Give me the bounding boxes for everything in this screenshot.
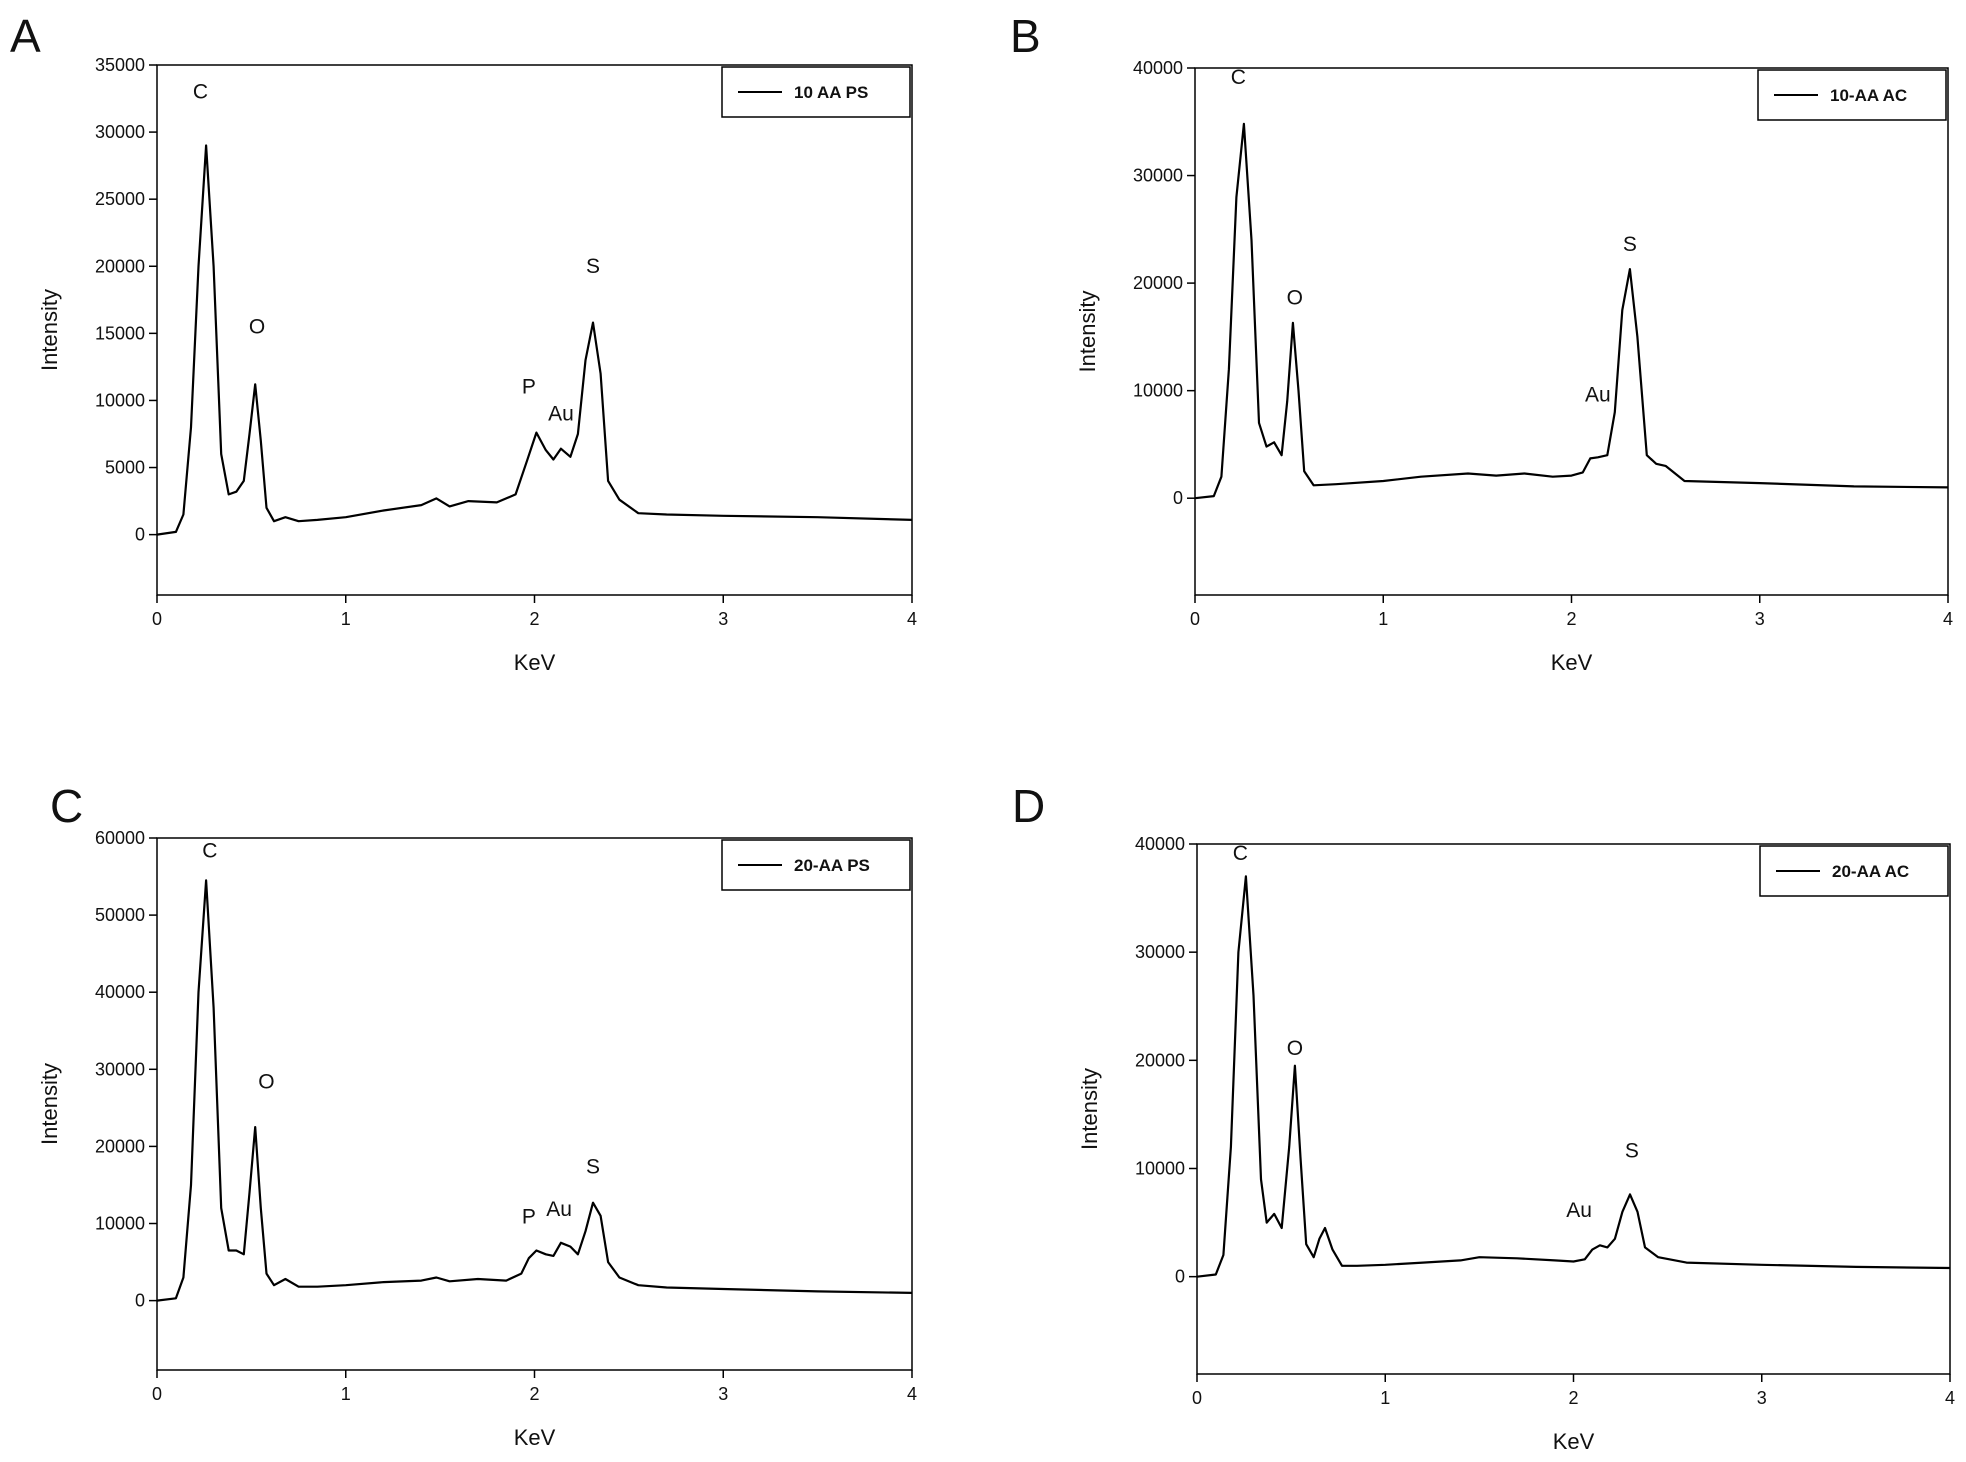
y-axis-label: Intensity [1075,291,1100,373]
peak-label: O [258,1071,274,1094]
series-line [1196,875,1951,1278]
peak-label: S [586,1155,600,1178]
y-tick-label: 40000 [1133,58,1183,78]
panel-letter: D [1012,780,1045,832]
peak-label: P [522,1206,536,1229]
peak-label: C [193,81,208,104]
y-tick-label: 5000 [105,458,145,478]
chart-panel-a: A 0 5000 10000 15000 20000 25000 30000 35000 0 1 2 3… [10,10,917,675]
legend-label: 20-AA PS [794,856,870,875]
y-axis-label: Intensity [1077,1068,1102,1150]
x-axis-label: KeV [1551,650,1593,675]
y-tick-label: 15000 [95,323,145,343]
peak-label: C [202,839,217,862]
x-tick-label: 1 [1380,1388,1390,1408]
series-line [1194,122,1949,500]
x-tick-label: 3 [1755,609,1765,629]
y-tick-label: 0 [135,525,145,545]
chart-panel-c: C 0 10000 20000 30000 40000 50000 60000 0 1 2 3 4 KeV… [37,780,917,1450]
y-tick-label: 0 [135,1291,145,1311]
peak-label: P [522,376,536,399]
y-tick-label: 10000 [95,390,145,410]
y-tick-label: 20000 [95,1136,145,1156]
y-axis-label: Intensity [37,1063,62,1145]
peak-label: C [1231,66,1246,89]
peak-label: C [1233,842,1248,865]
peak-label: S [586,255,600,278]
y-tick-label: 30000 [95,122,145,142]
x-tick-label: 2 [529,1384,539,1404]
x-tick-label: 4 [1945,1388,1955,1408]
peak-label: O [1287,287,1303,310]
y-tick-label: 30000 [1133,166,1183,186]
y-tick-label: 10000 [1135,1158,1185,1178]
x-tick-label: 2 [1568,1388,1578,1408]
panel-letter: B [1010,10,1041,62]
peak-label: Au [1585,383,1611,406]
legend-label: 20-AA AC [1832,862,1909,881]
y-tick-label: 50000 [95,905,145,925]
peak-label: S [1625,1140,1639,1163]
x-tick-label: 3 [1757,1388,1767,1408]
y-tick-label: 10000 [95,1214,145,1234]
y-tick-label: 40000 [95,982,145,1002]
y-tick-label: 30000 [95,1059,145,1079]
y-tick-label: 20000 [95,256,145,276]
x-tick-label: 4 [907,1384,917,1404]
chart-panel-b: B 0 10000 20000 30000 40000 0 1 2 3 4 KeV Intensity 1… [1010,10,1953,675]
x-tick-label: 0 [1190,609,1200,629]
y-tick-label: 60000 [95,828,145,848]
peak-label: Au [548,403,574,426]
peak-label: Au [1566,1199,1592,1222]
x-tick-label: 2 [529,609,539,629]
y-tick-label: 0 [1175,1267,1185,1287]
peak-label: Au [546,1198,572,1221]
x-tick-label: 1 [341,609,351,629]
x-tick-label: 3 [718,609,728,629]
x-axis-label: KeV [514,650,556,675]
x-tick-label: 1 [1378,609,1388,629]
y-axis-label: Intensity [37,289,62,371]
y-tick-label: 25000 [95,189,145,209]
y-tick-label: 10000 [1133,381,1183,401]
y-tick-label: 0 [1173,488,1183,508]
x-tick-label: 3 [718,1384,728,1404]
peak-label: S [1623,233,1637,256]
series-line [156,144,913,536]
legend-label: 10 AA PS [794,83,868,102]
y-tick-label: 35000 [95,55,145,75]
x-tick-label: 2 [1566,609,1576,629]
x-axis-label: KeV [1553,1429,1595,1454]
series-line [156,879,913,1302]
peak-label: O [1287,1037,1303,1060]
x-tick-label: 4 [907,609,917,629]
x-tick-label: 1 [341,1384,351,1404]
legend-label: 10-AA AC [1830,86,1907,105]
x-tick-label: 0 [152,609,162,629]
panel-letter: C [50,780,83,832]
y-tick-label: 20000 [1133,273,1183,293]
y-tick-label: 30000 [1135,942,1185,962]
x-tick-label: 0 [152,1384,162,1404]
y-tick-label: 20000 [1135,1050,1185,1070]
peak-label: O [249,315,265,338]
y-tick-label: 40000 [1135,834,1185,854]
x-tick-label: 4 [1943,609,1953,629]
x-tick-label: 0 [1192,1388,1202,1408]
panel-letter: A [10,10,41,62]
chart-panel-d: D 0 10000 20000 30000 40000 0 1 2 3 4 KeV Intensity 2… [1012,780,1955,1454]
x-axis-label: KeV [514,1425,556,1450]
